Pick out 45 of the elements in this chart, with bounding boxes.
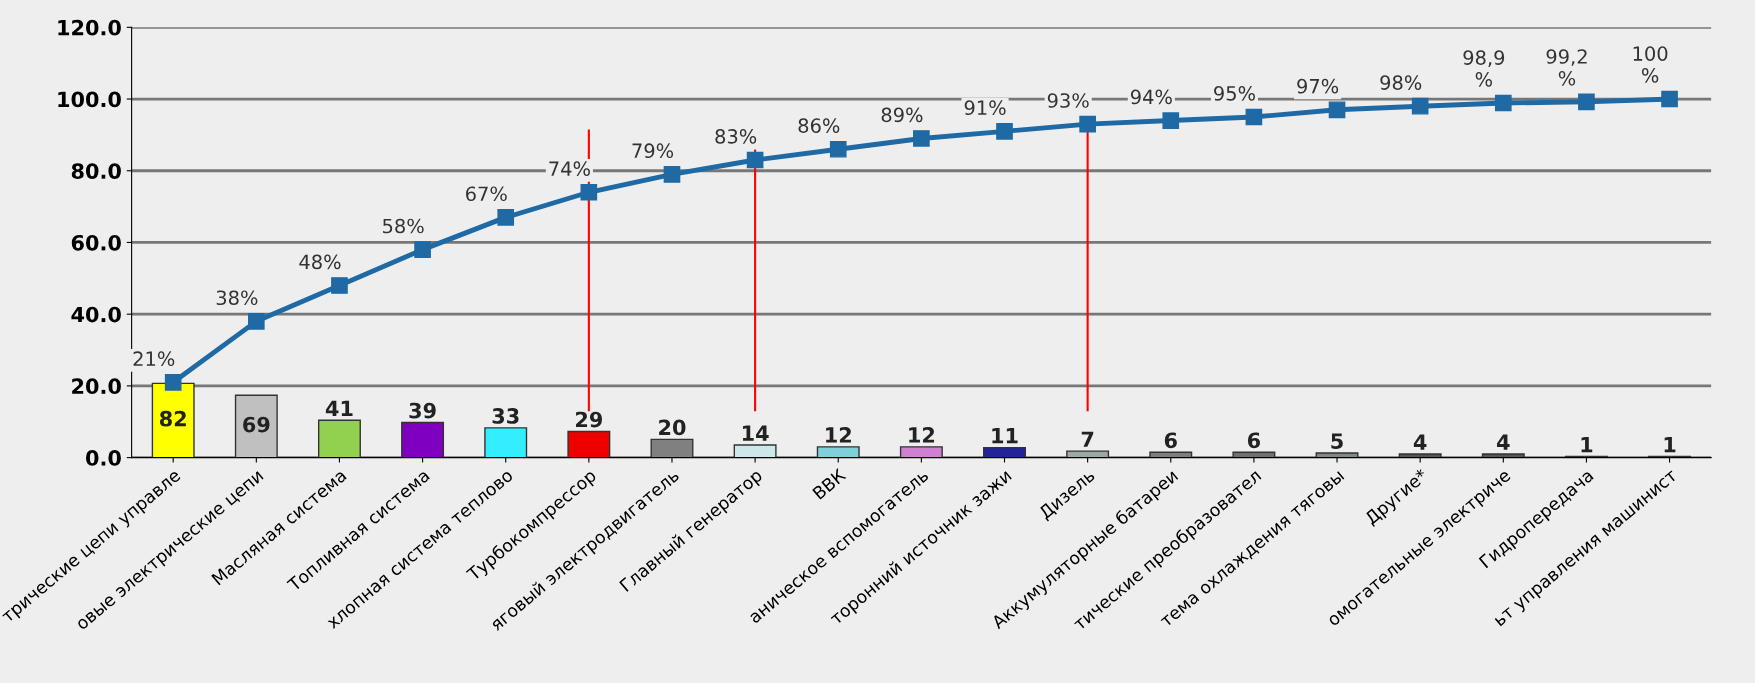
data-label: 94% xyxy=(1130,89,1172,105)
annotation: 41 xyxy=(325,400,353,416)
y-tick-label: 120.0 xyxy=(58,19,121,36)
annotation: 1 xyxy=(1664,437,1676,453)
annotation: 4 xyxy=(1413,434,1427,450)
annotation: 1 xyxy=(1581,437,1593,453)
annotation: 82 xyxy=(159,410,186,427)
data-label: 38% xyxy=(216,290,258,306)
y-tick-label: 100.0 xyxy=(58,91,121,108)
data-label: 86% xyxy=(798,118,840,133)
data-label: 83% xyxy=(715,129,757,144)
data-label: 97% xyxy=(1297,78,1339,94)
annotation: 29 xyxy=(576,411,603,428)
data-label: 67% xyxy=(466,186,507,202)
annotation: 6 xyxy=(1164,432,1177,449)
annotation: 4 xyxy=(1496,434,1510,450)
data-label: 98,9 % xyxy=(1463,50,1505,87)
y-tick-label: 80.0 xyxy=(71,163,121,179)
annotation: 20 xyxy=(659,419,686,436)
data-label: 48% xyxy=(299,254,341,270)
annotation: 33 xyxy=(492,408,519,424)
annotation: 12 xyxy=(909,427,935,443)
y-tick-label: 20.0 xyxy=(72,378,121,395)
y-tick-label: 40.0 xyxy=(71,306,121,323)
data-label: 58% xyxy=(383,218,424,234)
data-label: 100 % xyxy=(1633,46,1668,83)
data-label: 91% xyxy=(964,100,1006,116)
data-label: 99,2 % xyxy=(1546,49,1587,86)
y-tick-label: 0.0 xyxy=(85,450,121,466)
data-label: 21% xyxy=(133,351,175,367)
annotation: 7 xyxy=(1081,431,1094,447)
data-label: 98% xyxy=(1380,75,1422,90)
y-tick-label: 60.0 xyxy=(71,234,121,251)
annotation: 5 xyxy=(1331,433,1343,449)
data-label: 89% xyxy=(881,107,923,123)
annotation: 11 xyxy=(992,428,1018,444)
data-label: 74% xyxy=(549,161,590,176)
annotation: 39 xyxy=(409,402,436,419)
data-label: 93% xyxy=(1047,93,1089,108)
data-label: 79% xyxy=(632,143,674,159)
annotation: 6 xyxy=(1247,432,1261,449)
annotation: 14 xyxy=(742,425,769,441)
annotation: 12 xyxy=(826,427,851,443)
annotation: 69 xyxy=(243,416,270,433)
data-label: 95% xyxy=(1214,85,1255,101)
